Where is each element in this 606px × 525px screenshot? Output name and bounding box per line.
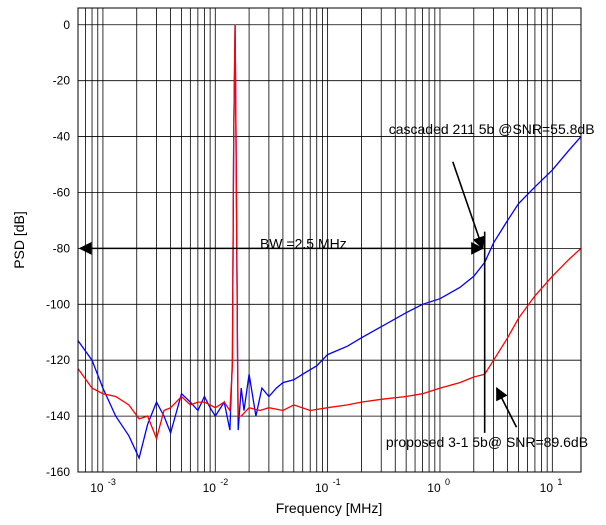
y-tick-label: -60 bbox=[53, 185, 71, 199]
y-tick-label: 0 bbox=[63, 18, 70, 32]
x-tick-exponent: 1 bbox=[557, 477, 562, 487]
psd-series-1 bbox=[77, 24, 582, 460]
pointer-arrow-1 bbox=[452, 161, 485, 250]
annotation-label-3: proposed 3-1 5b@ SNR=89.6dB bbox=[386, 434, 588, 450]
y-axis-ticks: 0 -20 -40 -60 -80 -100 -120 -140 -160 bbox=[46, 18, 70, 479]
y-tick-label: -140 bbox=[46, 409, 70, 423]
y-tick-label: -160 bbox=[46, 465, 70, 479]
x-tick-base: 10 bbox=[540, 481, 554, 495]
x-tick-base: 10 bbox=[203, 481, 217, 495]
y-tick-label: -100 bbox=[46, 297, 70, 311]
annotation-label-1: cascaded 211 5b @SNR=55.8dB bbox=[389, 121, 595, 137]
x-axis-ticks: 10 -3 10 -2 10 -1 10 0 10 1 bbox=[90, 477, 562, 495]
pointer-arrow-2 bbox=[496, 387, 518, 428]
series-layer bbox=[77, 24, 582, 460]
y-tick-label: -80 bbox=[53, 241, 71, 255]
y-axis-label: PSD [dB] bbox=[11, 211, 27, 269]
x-tick-base: 10 bbox=[427, 481, 441, 495]
x-tick-exponent: -3 bbox=[108, 477, 116, 487]
x-tick-exponent: 0 bbox=[445, 477, 450, 487]
y-tick-label: -120 bbox=[46, 353, 70, 367]
y-tick-label: -40 bbox=[53, 130, 71, 144]
x-axis-label: Frequency [MHz] bbox=[276, 500, 383, 516]
psd-series-2 bbox=[77, 24, 582, 441]
annotation-layer: cascaded 211 5b @SNR=55.8dB BW =2.5 MHz pr… bbox=[78, 121, 595, 450]
x-tick-base: 10 bbox=[90, 481, 104, 495]
plot-frame bbox=[77, 7, 582, 473]
annotation-label-2: BW =2.5 MHz bbox=[260, 235, 347, 251]
x-tick-base: 10 bbox=[315, 481, 329, 495]
y-tick-label: -20 bbox=[53, 74, 71, 88]
x-tick-exponent: -1 bbox=[333, 477, 341, 487]
x-tick-exponent: -2 bbox=[220, 477, 228, 487]
